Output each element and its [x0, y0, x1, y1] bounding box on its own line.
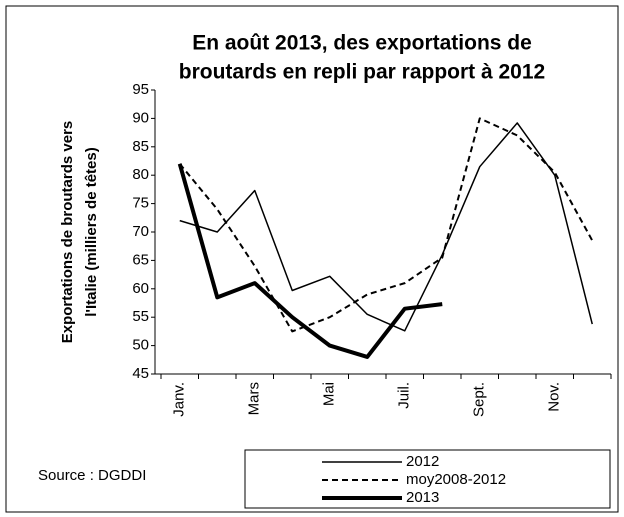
- y-tick-label: 75: [132, 195, 149, 212]
- legend-label: 2012: [406, 453, 439, 470]
- y-tick-label: 45: [132, 365, 149, 382]
- y-tick-label: 60: [132, 280, 149, 297]
- y-axis-label: Exportations de broutards vers: [59, 121, 76, 344]
- y-tick-label: 55: [132, 308, 149, 325]
- chart-title: broutards en repli par rapport à 2012: [179, 61, 545, 84]
- x-tick-label: Sept.: [471, 382, 488, 417]
- source: Source : DGDDI: [38, 467, 146, 484]
- y-tick-label: 50: [132, 337, 149, 354]
- line-series: [178, 117, 594, 333]
- y-tick-label: 90: [132, 109, 149, 126]
- y-axis-label: l'Italie (milliers de têtes): [83, 147, 100, 316]
- chart-title: En août 2013, des exportations de: [192, 32, 532, 55]
- y-tick-label: 85: [132, 138, 149, 155]
- x-tick-label: Nov.: [546, 382, 563, 412]
- line-series: [177, 163, 443, 359]
- x-tick-label: Janv.: [171, 382, 188, 417]
- x-tick-label: Mars: [246, 382, 263, 415]
- y-tick-label: 95: [132, 81, 149, 98]
- legend-label: 2013: [406, 489, 439, 506]
- chart-border: [5, 5, 619, 513]
- y-tick-label: 80: [132, 166, 149, 183]
- y-tick-label: 70: [132, 223, 149, 240]
- legend-label: moy2008-2012: [406, 471, 506, 488]
- x-tick-label: Mai: [321, 382, 338, 406]
- y-tick-label: 65: [132, 251, 149, 268]
- legend-box: [244, 449, 611, 509]
- x-tick-label: Juil.: [396, 382, 413, 409]
- line-series: [179, 122, 593, 332]
